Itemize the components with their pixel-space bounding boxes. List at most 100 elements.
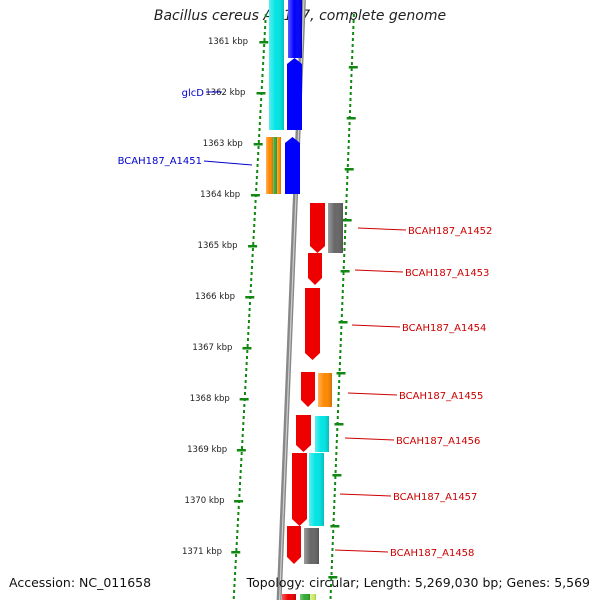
ring-dot: [342, 272, 345, 275]
ring-dot: [250, 272, 253, 275]
ring-dot: [333, 494, 336, 497]
ring-dot: [242, 422, 245, 425]
ring-dot: [330, 566, 333, 569]
ring-dot: [329, 590, 332, 593]
ring-dot: [261, 68, 264, 71]
topology-text: Topology: circular; Length: 5,269,030 bp…: [246, 575, 590, 590]
cds-red-a1456: [296, 415, 311, 452]
ring-dot: [330, 572, 333, 575]
ring-dot: [246, 338, 249, 341]
ring-dot: [349, 92, 352, 95]
ring-dot: [237, 512, 240, 515]
cds-blue-glcd: [287, 58, 302, 130]
ring-dot: [264, 26, 267, 29]
ring-dot: [252, 230, 255, 233]
tick-label: 1371 kbp: [182, 547, 222, 557]
ring-dot: [248, 314, 251, 317]
ring-dot: [239, 470, 242, 473]
ring-dot: [237, 518, 240, 521]
ring-dot: [347, 140, 350, 143]
tick-label: 1363 kbp: [203, 139, 243, 149]
scale-tick: [234, 500, 244, 503]
cds-red-a1455: [301, 372, 315, 407]
ring-dot: [247, 320, 250, 323]
ring-dot: [253, 212, 256, 215]
ring-dot: [247, 332, 250, 335]
ring-dot: [263, 32, 266, 35]
ring-dot: [262, 56, 265, 59]
ring-dot: [237, 506, 240, 509]
ring-dot: [262, 50, 265, 53]
ring-dot: [333, 500, 336, 503]
ring-dot: [348, 122, 351, 125]
scale-tick: [250, 194, 260, 197]
ring-dot: [238, 494, 241, 497]
scale-tick-minor: [338, 321, 348, 324]
ring-dot: [246, 344, 249, 347]
ring-dot: [341, 290, 344, 293]
ring-dot: [339, 344, 342, 347]
ring-dot: [253, 218, 256, 221]
ring-dot: [247, 326, 250, 329]
scale-tick-minor: [342, 219, 352, 222]
ring-dot: [330, 584, 333, 587]
ring-dot: [239, 476, 242, 479]
scale-tick: [231, 551, 241, 554]
ring-dot: [351, 44, 354, 47]
ring-dot: [347, 158, 350, 161]
ring-dot: [261, 80, 264, 83]
ring-dot: [234, 572, 237, 575]
cds-lime-next-shade: [310, 594, 316, 600]
ring-dot: [337, 386, 340, 389]
cds-orange-a1455-shade: [318, 373, 332, 407]
ring-dot: [255, 188, 258, 191]
scale-tick: [236, 449, 246, 452]
ring-dot: [261, 74, 264, 77]
ring-dot: [331, 536, 334, 539]
ring-dot: [251, 260, 254, 263]
ring-dot: [333, 488, 336, 491]
ring-dot: [340, 332, 343, 335]
scale-tick: [245, 296, 255, 299]
ring-dot: [335, 452, 338, 455]
ring-dot: [256, 164, 259, 167]
ring-dot: [330, 578, 333, 581]
tick-label: 1370 kbp: [185, 496, 225, 506]
ring-dot: [236, 530, 239, 533]
ring-dot: [235, 542, 238, 545]
ring-dot: [256, 158, 259, 161]
ring-dot: [243, 410, 245, 413]
cds-red-a1452: [310, 203, 325, 253]
ring-dot: [240, 452, 243, 455]
ring-dot: [346, 182, 349, 185]
scale-tick-minor: [328, 576, 338, 579]
gene-features: [266, 0, 343, 600]
gene-label-bcah187-a1454: BCAH187_A1454: [402, 323, 486, 334]
ring-dot: [243, 404, 246, 407]
ring-dot: [259, 104, 262, 107]
ring-dot: [335, 440, 338, 443]
ring-dot: [334, 464, 337, 467]
ring-dot: [345, 206, 348, 209]
ring-dot: [262, 62, 265, 65]
gene-label-bcah187-a1458: BCAH187_A1458: [390, 548, 474, 559]
scale-tick-minor: [334, 423, 344, 426]
cds-orange-a1451-shade: [266, 137, 273, 194]
scale-tick-minor: [340, 270, 350, 273]
gene-label-bcah187-a1455: BCAH187_A1455: [399, 391, 483, 402]
tick-label: 1362 kbp: [205, 88, 245, 98]
ring-dot: [245, 356, 248, 359]
scale-tick: [248, 245, 258, 248]
label-leader-lines: [203, 91, 407, 553]
ring-dot: [340, 314, 343, 317]
ring-dot: [251, 254, 254, 257]
ring-dot: [240, 458, 243, 461]
tick-label: 1365 kbp: [198, 241, 238, 251]
ring-dot: [336, 428, 339, 431]
cds-red-a1454: [305, 288, 320, 360]
gene-label-glcD: glcD: [182, 88, 205, 99]
ring-dot: [339, 350, 342, 353]
ring-dot: [332, 512, 335, 515]
ring-dot: [235, 554, 238, 557]
